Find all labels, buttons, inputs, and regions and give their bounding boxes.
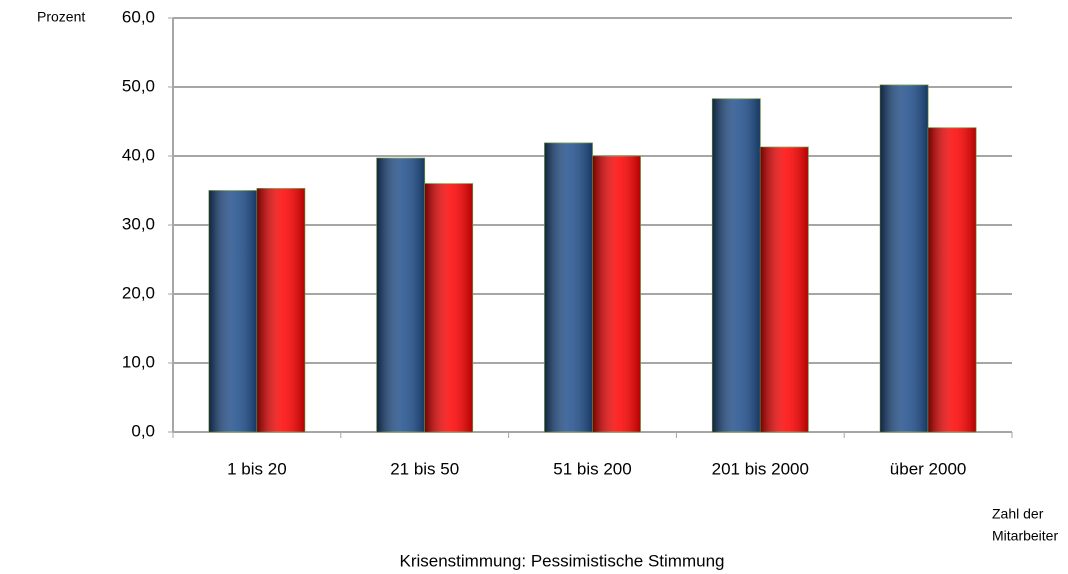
chart-title: Krisenstimmung: Pessimistische Stimmung [400, 551, 725, 570]
x-tick-label: 21 bis 50 [390, 459, 459, 478]
bar-shade [760, 147, 809, 432]
bar-shade [256, 188, 305, 432]
y-axis-label: Prozent [37, 9, 85, 25]
bar-shade [928, 127, 977, 433]
bar-shade [208, 190, 257, 432]
x-tick-label: 51 bis 200 [553, 459, 631, 478]
x-tick-label: 201 bis 2000 [712, 459, 809, 478]
x-tick-label: 1 bis 20 [227, 459, 287, 478]
bar-shade [544, 142, 593, 432]
y-tick-label: 50,0 [122, 76, 155, 95]
y-tick-label: 30,0 [122, 214, 155, 233]
x-tick-label: über 2000 [890, 459, 967, 478]
bar-shade [712, 98, 761, 432]
x-axis-label: Mitarbeiter [992, 528, 1058, 544]
bar-shade [880, 84, 929, 433]
y-tick-label: 10,0 [122, 352, 155, 371]
x-axis-label: Zahl der [992, 506, 1044, 522]
y-tick-label: 60,0 [122, 7, 155, 26]
bar-shade [592, 156, 641, 432]
bar-shade [376, 158, 425, 432]
y-tick-label: 20,0 [122, 283, 155, 302]
y-tick-label: 0,0 [131, 421, 155, 440]
bar-shade [424, 183, 473, 432]
y-tick-label: 40,0 [122, 145, 155, 164]
